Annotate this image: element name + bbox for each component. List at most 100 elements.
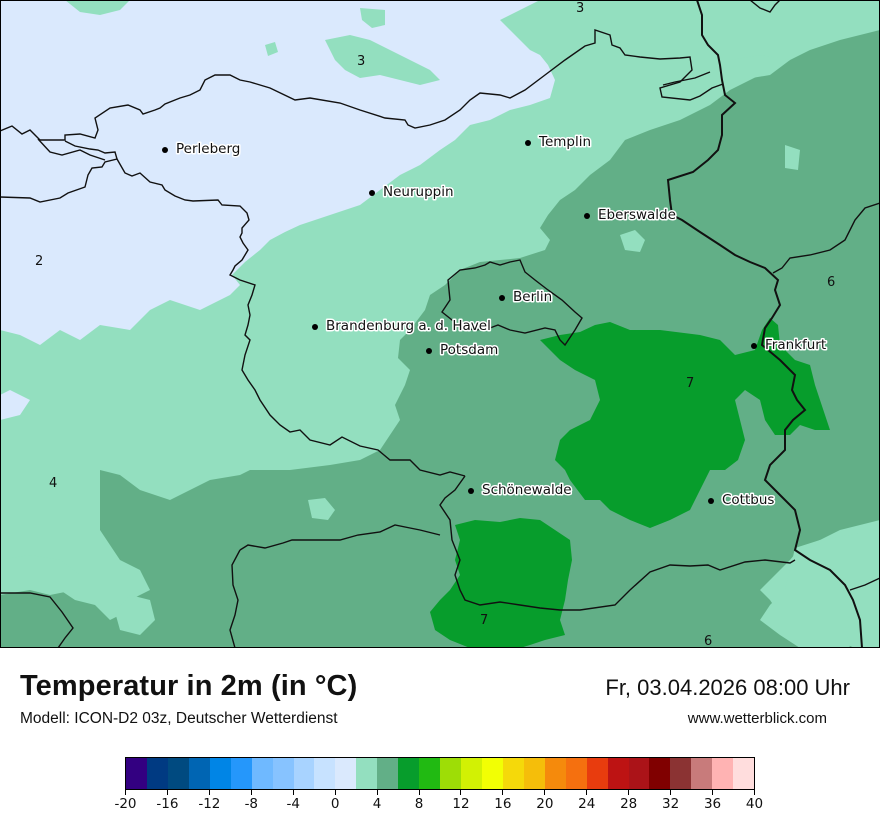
colorbar-tick [586, 790, 588, 795]
colorbar-tick-label: 24 [578, 796, 596, 812]
svg-text:Berlin: Berlin [513, 289, 552, 305]
svg-text:Potsdam: Potsdam [440, 342, 498, 358]
chart-title: Temperatur in 2m (in °C) [20, 670, 358, 702]
city-dot-icon [369, 190, 375, 196]
svg-text:Schönewalde: Schönewalde [482, 482, 572, 498]
contour-labels: 3 3 2 6 7 4 7 6 [35, 1, 835, 648]
zone-4-6-island [65, 0, 130, 15]
colorbar-tick-label: 32 [662, 796, 680, 812]
colorbar-swatch [440, 758, 461, 789]
zone-4-6-island [360, 8, 385, 28]
city-dot-icon [584, 213, 590, 219]
website-link[interactable]: www.wetterblick.com [687, 710, 827, 727]
svg-text:Brandenburg a. d. Havel: Brandenburg a. d. Havel [326, 318, 491, 334]
colorbar-swatch [314, 758, 336, 789]
city-schoenewalde[interactable]: Schönewalde [468, 481, 573, 500]
colorbar-tick [376, 790, 378, 795]
colorbar-tick-label: 0 [330, 796, 340, 812]
city-dot-icon [312, 324, 318, 330]
svg-text:Cottbus: Cottbus [722, 492, 774, 508]
colorbar-tick [125, 790, 126, 795]
colorbar-swatch [691, 758, 713, 789]
svg-text:Templin: Templin [538, 134, 591, 150]
city-templin[interactable]: Templin [525, 133, 593, 152]
colorbar-swatch [649, 758, 671, 789]
colorbar-swatch [712, 758, 734, 789]
colorbar-swatch [230, 758, 252, 789]
colorbar-swatch [167, 758, 189, 789]
colorbar-swatch [272, 758, 294, 789]
contour-label: 3 [576, 1, 584, 16]
city-eberswalde[interactable]: Eberswalde [584, 206, 677, 225]
colorbar-tick [544, 790, 546, 795]
zone-8-10 [430, 518, 572, 648]
city-berlin[interactable]: Berlin [499, 288, 554, 307]
svg-text:Eberswalde: Eberswalde [598, 207, 676, 223]
zone-4-6-hole [115, 595, 155, 635]
zone-4-6-island [265, 42, 278, 56]
temperature-map[interactable]: 3 3 2 6 7 4 7 6 Perleberg Templin Neurup… [0, 0, 880, 648]
city-dot-icon [751, 343, 757, 349]
city-dot-icon [499, 295, 505, 301]
city-neuruppin[interactable]: Neuruppin [369, 183, 455, 202]
zone-4-6-hole [0, 555, 80, 595]
city-potsdam[interactable]: Potsdam [426, 341, 500, 360]
svg-text:Frankfurt: Frankfurt [765, 337, 826, 353]
colorbar-swatch [523, 758, 545, 789]
colorbar-swatch [146, 758, 168, 789]
colorbar-swatch [209, 758, 231, 789]
colorbar-tick [418, 790, 420, 795]
colorbar-tick-label: 40 [745, 796, 764, 812]
colorbar-tick-label: 28 [620, 796, 638, 812]
city-dot-icon [525, 140, 531, 146]
contour-label: 3 [357, 54, 365, 69]
colorbar-tick [250, 790, 252, 795]
city-dot-icon [708, 498, 714, 504]
colorbar-tick-label: -12 [198, 796, 221, 812]
zone-4-6-hole [760, 528, 880, 648]
colorbar-tick-label: 8 [414, 796, 424, 812]
colorbar-tick [670, 790, 672, 795]
colorbar-tick-label: -16 [156, 796, 179, 812]
colorbar-tick [208, 790, 210, 795]
city-dot-icon [468, 488, 474, 494]
colorbar-tick-label: -8 [244, 796, 259, 812]
zone-8-10 [540, 318, 830, 528]
colorbar-swatch [398, 758, 420, 789]
contour-label: 7 [480, 613, 488, 628]
colorbar-swatch [565, 758, 587, 789]
colorbar-swatch [544, 758, 566, 789]
zone-4-6-island [325, 35, 440, 85]
colorbar-tick-label: 36 [703, 796, 722, 812]
colorbar-swatch [251, 758, 273, 789]
svg-text:Neuruppin: Neuruppin [383, 184, 454, 200]
border-lines [0, 0, 880, 648]
city-dot-icon [426, 348, 432, 354]
colorbar-tick [628, 790, 630, 795]
colorbar-tick-label: 12 [452, 796, 470, 812]
city-frankfurt[interactable]: Frankfurt [751, 336, 828, 355]
colorbar-tick [166, 790, 168, 795]
colorbar-swatch [377, 758, 399, 789]
city-perleberg[interactable]: Perleberg [162, 140, 242, 159]
colorbar-swatch [126, 758, 147, 789]
city-markers: Perleberg Templin Neuruppin Eberswalde B… [162, 133, 828, 510]
contour-label: 6 [827, 275, 835, 290]
city-dot-icon [162, 147, 168, 153]
svg-text:Perleberg: Perleberg [176, 141, 240, 157]
model-subtitle: Modell: ICON-D2 03z, Deutscher Wetterdie… [20, 710, 338, 727]
colorbar-swatch [670, 758, 692, 789]
colorbar-tick [460, 790, 462, 795]
colorbar-tick [502, 790, 504, 795]
colorbar-swatch [628, 758, 650, 789]
city-cottbus[interactable]: Cottbus [708, 491, 776, 510]
colorbar-swatch [733, 758, 755, 789]
colorbar-swatch [335, 758, 357, 789]
colorbar-tick-label: 4 [372, 796, 382, 812]
zone-4-6-hole [785, 145, 800, 170]
colorbar-tick-label: -4 [286, 796, 300, 812]
colorbar-tick [292, 790, 294, 795]
colorbar-swatch [502, 758, 524, 789]
temperature-colorbar [125, 757, 755, 790]
city-brandenburg[interactable]: Brandenburg a. d. Havel [312, 317, 492, 336]
